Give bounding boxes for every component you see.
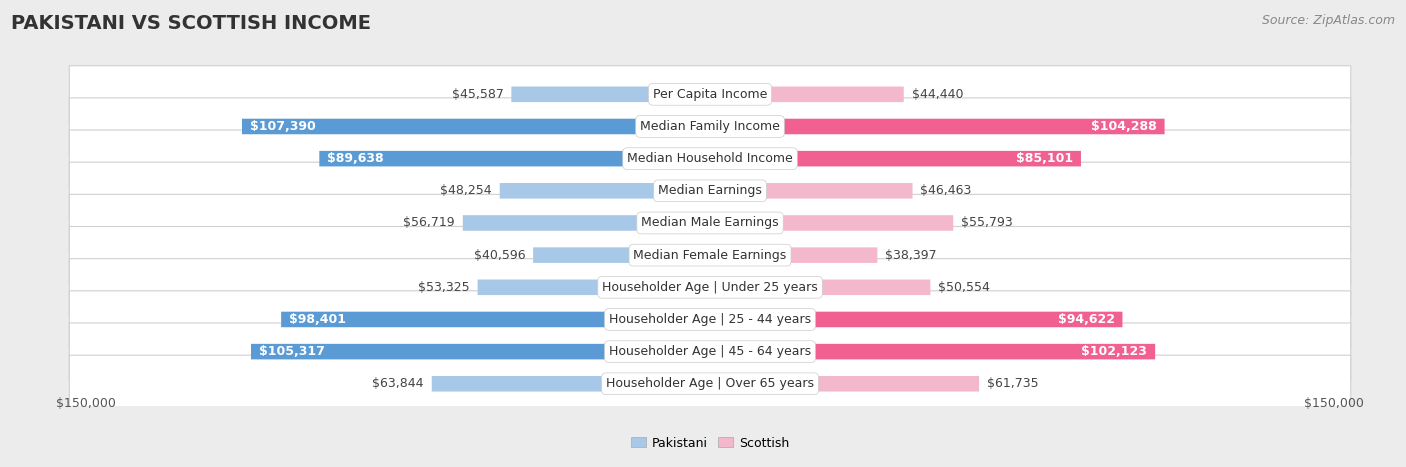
Text: $150,000: $150,000 <box>1303 396 1364 410</box>
FancyBboxPatch shape <box>710 86 904 102</box>
FancyBboxPatch shape <box>69 194 1351 252</box>
FancyBboxPatch shape <box>252 344 710 360</box>
Text: Median Earnings: Median Earnings <box>658 184 762 198</box>
Text: Householder Age | 25 - 44 years: Householder Age | 25 - 44 years <box>609 313 811 326</box>
FancyBboxPatch shape <box>69 130 1351 187</box>
Text: Householder Age | Under 25 years: Householder Age | Under 25 years <box>602 281 818 294</box>
FancyBboxPatch shape <box>319 151 710 166</box>
FancyBboxPatch shape <box>69 291 1351 348</box>
FancyBboxPatch shape <box>69 259 1351 316</box>
Text: $94,622: $94,622 <box>1057 313 1115 326</box>
Text: $98,401: $98,401 <box>290 313 346 326</box>
Text: $50,554: $50,554 <box>938 281 990 294</box>
Text: Householder Age | 45 - 64 years: Householder Age | 45 - 64 years <box>609 345 811 358</box>
FancyBboxPatch shape <box>69 355 1351 412</box>
FancyBboxPatch shape <box>710 248 877 263</box>
FancyBboxPatch shape <box>281 311 710 327</box>
Text: Median Female Earnings: Median Female Earnings <box>634 248 786 262</box>
Text: $107,390: $107,390 <box>250 120 315 133</box>
FancyBboxPatch shape <box>242 119 710 134</box>
Legend: Pakistani, Scottish: Pakistani, Scottish <box>626 432 794 454</box>
FancyBboxPatch shape <box>710 151 1081 166</box>
Text: $46,463: $46,463 <box>921 184 972 198</box>
FancyBboxPatch shape <box>710 311 1122 327</box>
Text: $104,288: $104,288 <box>1091 120 1157 133</box>
FancyBboxPatch shape <box>69 162 1351 219</box>
Text: Per Capita Income: Per Capita Income <box>652 88 768 101</box>
Text: $40,596: $40,596 <box>474 248 526 262</box>
Text: $53,325: $53,325 <box>418 281 470 294</box>
Text: Median Family Income: Median Family Income <box>640 120 780 133</box>
FancyBboxPatch shape <box>710 215 953 231</box>
FancyBboxPatch shape <box>533 248 710 263</box>
FancyBboxPatch shape <box>512 86 710 102</box>
Text: $44,440: $44,440 <box>911 88 963 101</box>
Text: Householder Age | Over 65 years: Householder Age | Over 65 years <box>606 377 814 390</box>
Text: $61,735: $61,735 <box>987 377 1039 390</box>
FancyBboxPatch shape <box>710 376 979 391</box>
Text: $63,844: $63,844 <box>373 377 425 390</box>
Text: $150,000: $150,000 <box>56 396 117 410</box>
Text: Source: ZipAtlas.com: Source: ZipAtlas.com <box>1261 14 1395 27</box>
FancyBboxPatch shape <box>69 98 1351 155</box>
Text: Median Male Earnings: Median Male Earnings <box>641 217 779 229</box>
FancyBboxPatch shape <box>499 183 710 198</box>
FancyBboxPatch shape <box>478 280 710 295</box>
Text: $105,317: $105,317 <box>259 345 325 358</box>
Text: $38,397: $38,397 <box>886 248 936 262</box>
FancyBboxPatch shape <box>710 280 931 295</box>
FancyBboxPatch shape <box>69 226 1351 284</box>
FancyBboxPatch shape <box>710 344 1156 360</box>
Text: PAKISTANI VS SCOTTISH INCOME: PAKISTANI VS SCOTTISH INCOME <box>11 14 371 33</box>
Text: Median Household Income: Median Household Income <box>627 152 793 165</box>
Text: $55,793: $55,793 <box>962 217 1012 229</box>
FancyBboxPatch shape <box>710 119 1164 134</box>
FancyBboxPatch shape <box>69 323 1351 380</box>
FancyBboxPatch shape <box>463 215 710 231</box>
Text: $89,638: $89,638 <box>328 152 384 165</box>
Text: $102,123: $102,123 <box>1081 345 1147 358</box>
Text: $85,101: $85,101 <box>1017 152 1073 165</box>
Text: $45,587: $45,587 <box>451 88 503 101</box>
FancyBboxPatch shape <box>69 66 1351 123</box>
FancyBboxPatch shape <box>710 183 912 198</box>
FancyBboxPatch shape <box>432 376 710 391</box>
Text: $48,254: $48,254 <box>440 184 492 198</box>
Text: $56,719: $56,719 <box>404 217 456 229</box>
